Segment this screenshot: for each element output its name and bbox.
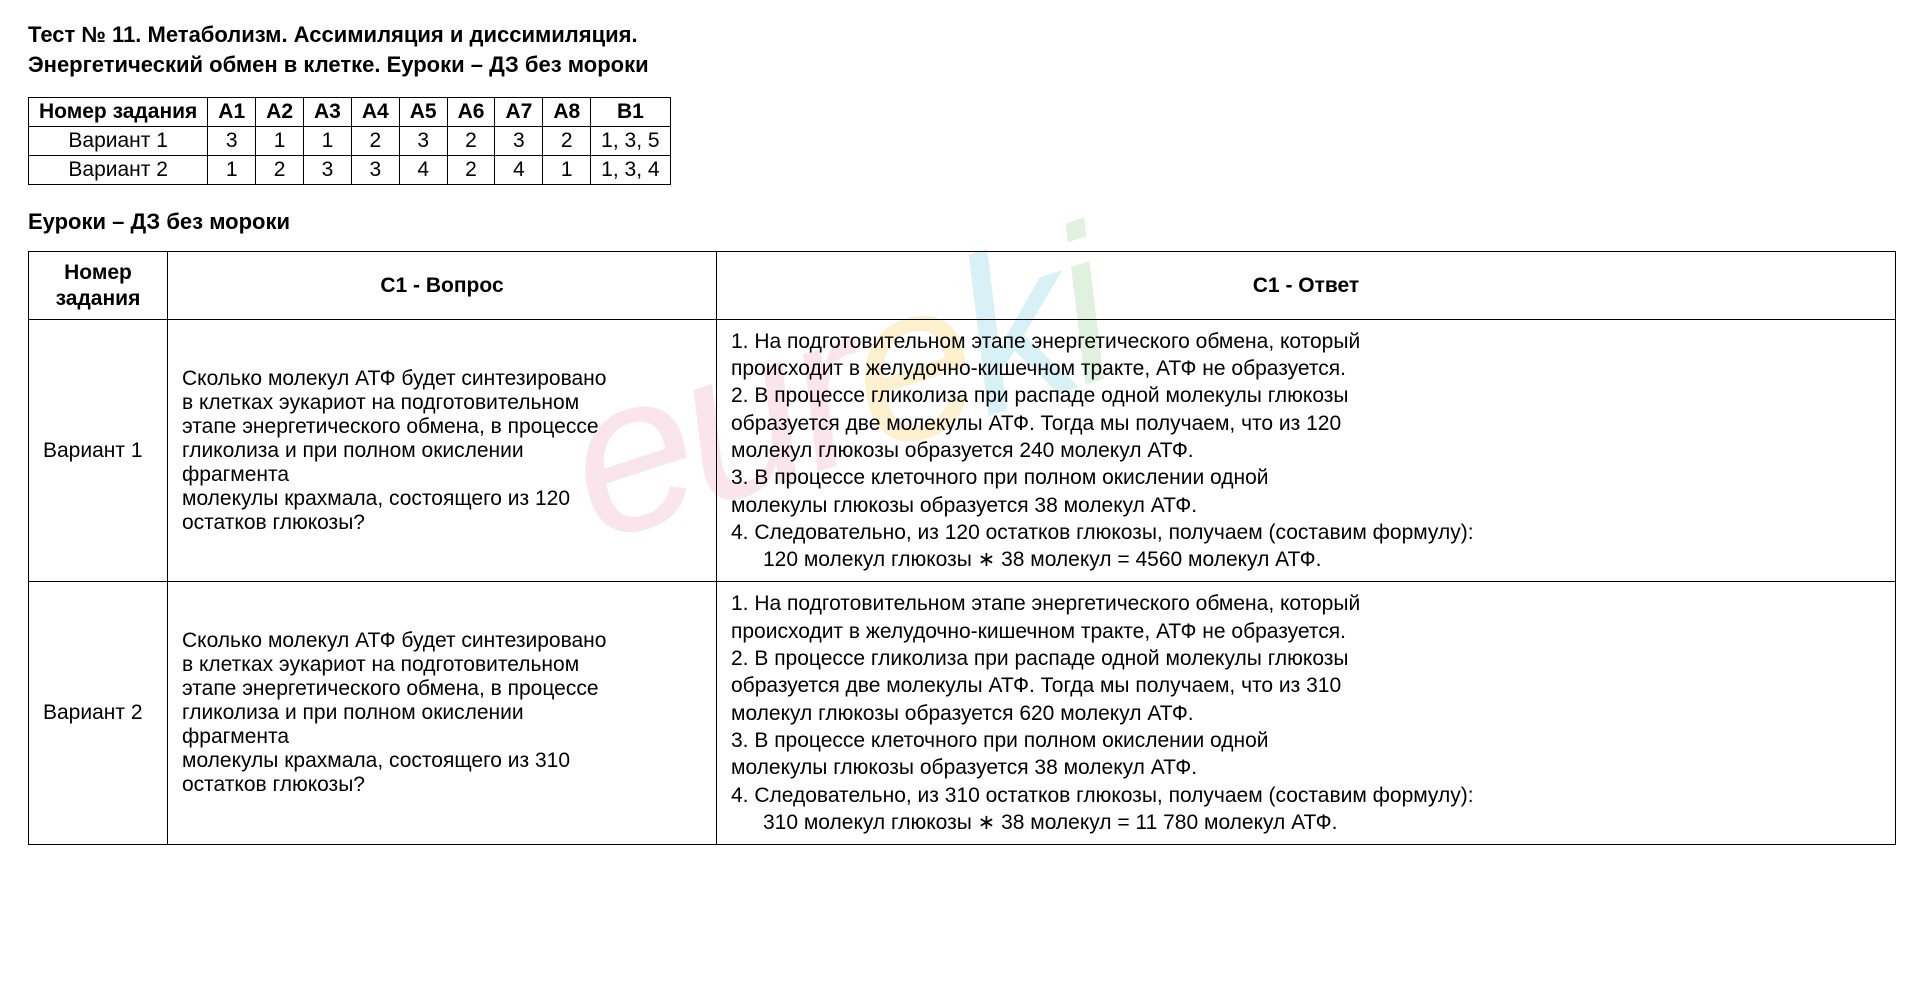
a-line: 2. В процессе гликолиза при распаде одно…: [731, 647, 1348, 670]
cell: 1: [256, 127, 304, 156]
a-line: 2. В процессе гликолиза при распаде одно…: [731, 384, 1348, 407]
cell: 3: [495, 127, 543, 156]
cell: 2: [543, 127, 591, 156]
cell: 2: [351, 127, 399, 156]
qa-table: Номер задания С1 - Вопрос С1 - Ответ Вар…: [28, 251, 1896, 845]
cell: 1, 3, 5: [591, 127, 670, 156]
row-label: Вариант 2: [29, 582, 168, 845]
cell: 2: [447, 156, 495, 185]
a-line: молекул глюкозы образуется 620 молекул А…: [731, 702, 1194, 725]
col-header: А6: [447, 98, 495, 127]
cell: 1, 3, 4: [591, 156, 670, 185]
a-line: 310 молекул глюкозы ∗ 38 молекул = 11 78…: [731, 809, 1881, 836]
a-line: происходит в желудочно-кишечном тракте, …: [731, 357, 1346, 380]
col-header: А1: [208, 98, 256, 127]
q-line: молекулы крахмала, состоящего из 120: [182, 487, 570, 510]
cell: 3: [399, 127, 447, 156]
q-line: этапе энергетического обмена, в процессе: [182, 415, 599, 438]
q-line: гликолиза и при полном окислении: [182, 439, 524, 462]
col-header: А5: [399, 98, 447, 127]
cell: 1: [304, 127, 352, 156]
q-line: остатков глюкозы?: [182, 511, 365, 534]
page-title: Тест № 11. Метаболизм. Ассимиляция и дис…: [28, 20, 1896, 79]
a-line: 120 молекул глюкозы ∗ 38 молекул = 4560 …: [731, 546, 1881, 573]
subtitle: Еуроки – ДЗ без мороки: [28, 209, 1896, 235]
col-header-nomer: Номер задания: [29, 252, 168, 319]
row-label: Вариант 1: [29, 127, 208, 156]
table-header-row: Номер задания С1 - Вопрос С1 - Ответ: [29, 252, 1896, 319]
q-line: Сколько молекул АТФ будет синтезировано: [182, 629, 606, 652]
title-line-2: Энергетический обмен в клетке. Еуроки – …: [28, 52, 649, 77]
q-line: молекулы крахмала, состоящего из 310: [182, 749, 570, 772]
col-header: Номер задания: [29, 98, 208, 127]
a-line: 1. На подготовительном этапе энергетичес…: [731, 330, 1360, 353]
row-label: Вариант 1: [29, 319, 168, 582]
q-line: в клетках эукариот на подготовительном: [182, 391, 579, 414]
a-line: 3. В процессе клеточного при полном окис…: [731, 466, 1269, 489]
col-header-question: С1 - Вопрос: [168, 252, 717, 319]
a-line: молекул глюкозы образуется 240 молекул А…: [731, 439, 1194, 462]
col-header: А3: [304, 98, 352, 127]
row-label: Вариант 2: [29, 156, 208, 185]
q-line: фрагмента: [182, 725, 289, 748]
col-header: В1: [591, 98, 670, 127]
a-line: молекулы глюкозы образуется 38 молекул А…: [731, 756, 1197, 779]
a-line: 4. Следовательно, из 310 остатков глюкоз…: [731, 784, 1474, 807]
a-line: 3. В процессе клеточного при полном окис…: [731, 729, 1269, 752]
col-header: А4: [351, 98, 399, 127]
question-cell: Сколько молекул АТФ будет синтезировано …: [168, 319, 717, 582]
a-line: 4. Следовательно, из 120 остатков глюкоз…: [731, 521, 1474, 544]
col-header: А8: [543, 98, 591, 127]
q-line: Сколько молекул АТФ будет синтезировано: [182, 367, 606, 390]
q-line: этапе энергетического обмена, в процессе: [182, 677, 599, 700]
q-line: гликолиза и при полном окислении: [182, 701, 524, 724]
title-line-1: Тест № 11. Метаболизм. Ассимиляция и дис…: [28, 22, 638, 47]
table-header-row: Номер задания А1 А2 А3 А4 А5 А6 А7 А8 В1: [29, 98, 671, 127]
cell: 4: [399, 156, 447, 185]
col-header: А2: [256, 98, 304, 127]
q-line: остатков глюкозы?: [182, 773, 365, 796]
answer-key-table: Номер задания А1 А2 А3 А4 А5 А6 А7 А8 В1…: [28, 97, 671, 185]
answer-cell: 1. На подготовительном этапе энергетичес…: [717, 319, 1896, 582]
cell: 2: [256, 156, 304, 185]
a-line: образуется две молекулы АТФ. Тогда мы по…: [731, 412, 1341, 435]
table-row: Вариант 2 Сколько молекул АТФ будет синт…: [29, 582, 1896, 845]
cell: 2: [447, 127, 495, 156]
table-row: Вариант 1 Сколько молекул АТФ будет синт…: [29, 319, 1896, 582]
q-line: фрагмента: [182, 463, 289, 486]
cell: 3: [208, 127, 256, 156]
a-line: молекулы глюкозы образуется 38 молекул А…: [731, 494, 1197, 517]
cell: 1: [208, 156, 256, 185]
cell: 3: [304, 156, 352, 185]
cell: 3: [351, 156, 399, 185]
header-text: Номер задания: [51, 260, 146, 310]
cell: 1: [543, 156, 591, 185]
a-line: образуется две молекулы АТФ. Тогда мы по…: [731, 674, 1341, 697]
col-header: А7: [495, 98, 543, 127]
q-line: в клетках эукариот на подготовительном: [182, 653, 579, 676]
col-header-answer: С1 - Ответ: [717, 252, 1896, 319]
answer-cell: 1. На подготовительном этапе энергетичес…: [717, 582, 1896, 845]
question-cell: Сколько молекул АТФ будет синтезировано …: [168, 582, 717, 845]
a-line: 1. На подготовительном этапе энергетичес…: [731, 592, 1360, 615]
cell: 4: [495, 156, 543, 185]
table-row: Вариант 1 3 1 1 2 3 2 3 2 1, 3, 5: [29, 127, 671, 156]
a-line: происходит в желудочно-кишечном тракте, …: [731, 620, 1346, 643]
table-row: Вариант 2 1 2 3 3 4 2 4 1 1, 3, 4: [29, 156, 671, 185]
